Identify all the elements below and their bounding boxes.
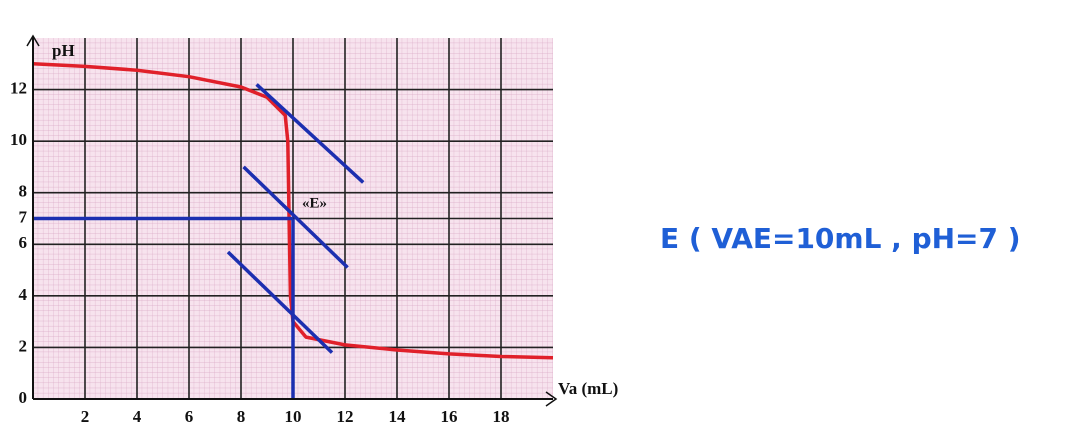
x-tick-label: 6 [185,407,194,426]
y-tick-label: 10 [10,130,27,149]
x-axis-label: Va (mL) [558,379,618,398]
annotation: E ( VAE=10mL , pH=7 ) [660,222,1021,255]
y-tick-label: 7 [19,207,28,226]
y-tick-label: 0 [19,388,28,407]
x-tick-label: 12 [337,407,354,426]
y-tick-label: 6 [19,233,28,252]
series-line [255,83,365,184]
x-axis-arrow [545,391,558,407]
x-tick-label: 2 [81,407,90,426]
point-label: «E» [302,195,327,211]
y-tick-label: 12 [10,78,27,97]
x-tick-label: 18 [493,407,510,426]
series-line [242,165,349,269]
x-tick-label: 8 [237,407,246,426]
y-tick-label: 8 [19,182,28,201]
x-tick-label: 16 [441,407,458,426]
y-axis-label: pH [52,41,75,60]
x-tick-label: 14 [389,407,407,426]
series-line [226,250,334,354]
x-tick-label: 10 [285,407,302,426]
y-tick-label: 4 [19,285,28,304]
x-tick-label: 4 [133,407,142,426]
y-axis-arrow [26,34,40,47]
y-tick-label: 2 [19,336,28,355]
